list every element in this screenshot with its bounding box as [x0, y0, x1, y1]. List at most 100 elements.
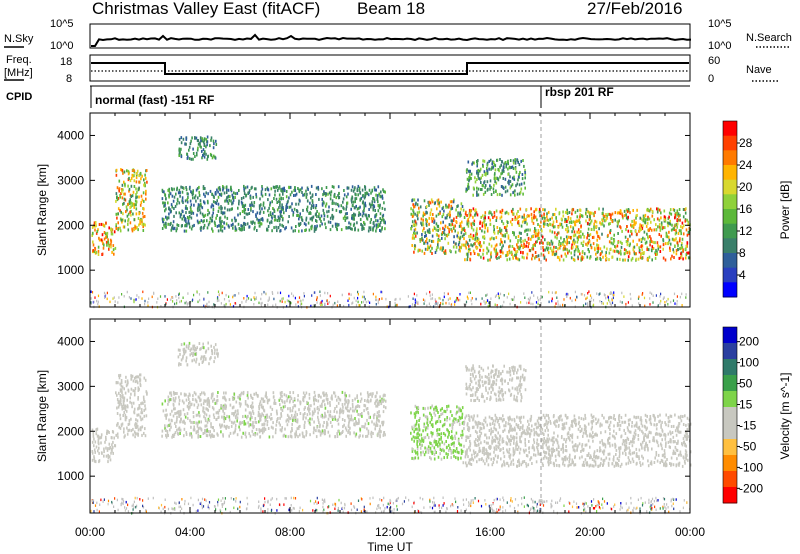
power-cell [469, 173, 471, 177]
power-cell [200, 145, 202, 149]
power-cell [245, 193, 248, 197]
velocity-cell [256, 432, 259, 436]
power-cell [213, 142, 215, 146]
power-noise-cell [440, 302, 442, 305]
power-cell [580, 230, 582, 234]
velocity-cell [259, 402, 261, 406]
velocity-cell [281, 391, 283, 394]
power-cell [568, 241, 571, 245]
power-cell [200, 225, 202, 229]
power-cell [186, 200, 189, 204]
velocity-cell [176, 428, 178, 432]
velocity-cell [276, 420, 278, 423]
power-cell [680, 229, 682, 233]
power-cell [240, 224, 242, 228]
velocity-cell [379, 429, 381, 433]
power-cell [280, 210, 282, 214]
velocity-cell [287, 395, 290, 399]
power-cell [187, 218, 190, 222]
velocity-cell [166, 432, 169, 436]
power-noise-cell [450, 304, 452, 308]
power-cell [305, 228, 307, 232]
power-cell [616, 211, 619, 215]
power-cell [275, 225, 277, 229]
power-cell [353, 206, 356, 210]
power-cell [338, 196, 341, 199]
velocity-cell [281, 394, 283, 398]
power-cell [99, 238, 101, 242]
power-noise-cell [381, 297, 383, 300]
power-cell [364, 222, 366, 226]
power-cell [540, 220, 542, 224]
power-cell [602, 255, 604, 259]
power-cell [477, 241, 480, 245]
power-cell [678, 208, 681, 211]
velocity-cell [274, 431, 277, 435]
power-cell [557, 247, 559, 251]
velocity-cell [233, 412, 235, 416]
power-cell [638, 249, 641, 252]
velocity-cell [233, 430, 236, 434]
power-cell [195, 199, 197, 203]
velocity-cell [372, 392, 374, 396]
power-cell [426, 237, 428, 241]
velocity-cell [198, 411, 200, 415]
power-cell [492, 160, 494, 164]
power-colorbar-label: Power [dB] [778, 181, 792, 240]
power-cell [563, 239, 565, 243]
velocity-cell [177, 355, 180, 359]
velocity-cell [302, 391, 305, 395]
power-cell [120, 218, 123, 222]
power-cell [668, 215, 670, 219]
velocity-cell [131, 405, 133, 409]
power-cell [524, 221, 526, 225]
velocity-cell [196, 430, 198, 434]
power-noise-cell [537, 299, 539, 302]
power-noise-cell [605, 296, 607, 300]
power-cell [445, 203, 447, 207]
power-noise-cell [166, 298, 168, 301]
power-cell [500, 185, 503, 188]
power-cell [127, 184, 129, 188]
velocity-cell [286, 396, 289, 400]
power-noise-cell [407, 295, 409, 298]
power-cell [669, 208, 672, 212]
velocity-cell [345, 428, 348, 432]
power-ytick-label: 2000 [57, 218, 84, 232]
power-noise-cell [254, 291, 256, 295]
power-cell [648, 229, 650, 232]
power-cell [238, 202, 240, 206]
power-cell [533, 210, 535, 214]
velocity-cell [209, 357, 211, 361]
power-cell [478, 243, 481, 246]
power-cell [107, 238, 109, 242]
velocity-cell [376, 411, 379, 415]
power-cell [279, 223, 281, 227]
power-cell [641, 226, 644, 230]
power-cell [477, 168, 479, 172]
power-cell [655, 228, 658, 232]
power-noise-cell [275, 303, 277, 306]
power-cell [323, 192, 326, 195]
velocity-cell [327, 397, 329, 401]
velocity-cell [190, 402, 193, 406]
velocity-cell [203, 346, 205, 350]
velocity-cell [273, 399, 276, 402]
power-noise-cell [551, 291, 553, 294]
power-cell [483, 180, 486, 184]
power-noise-cell [326, 299, 328, 302]
velocity-cell [119, 394, 122, 397]
power-cell [458, 224, 461, 228]
velocity-cell [197, 403, 200, 407]
power-cell [599, 221, 601, 225]
velocity-cell [192, 347, 194, 351]
power-noise-cell [375, 295, 377, 299]
power-cell [357, 228, 360, 232]
power-cell [668, 238, 671, 242]
power-cell [203, 223, 206, 227]
power-cell [199, 208, 201, 212]
velocity-cell [141, 433, 143, 437]
power-noise-cell [299, 299, 301, 303]
power-cell [506, 160, 509, 164]
velocity-cell [255, 421, 258, 424]
